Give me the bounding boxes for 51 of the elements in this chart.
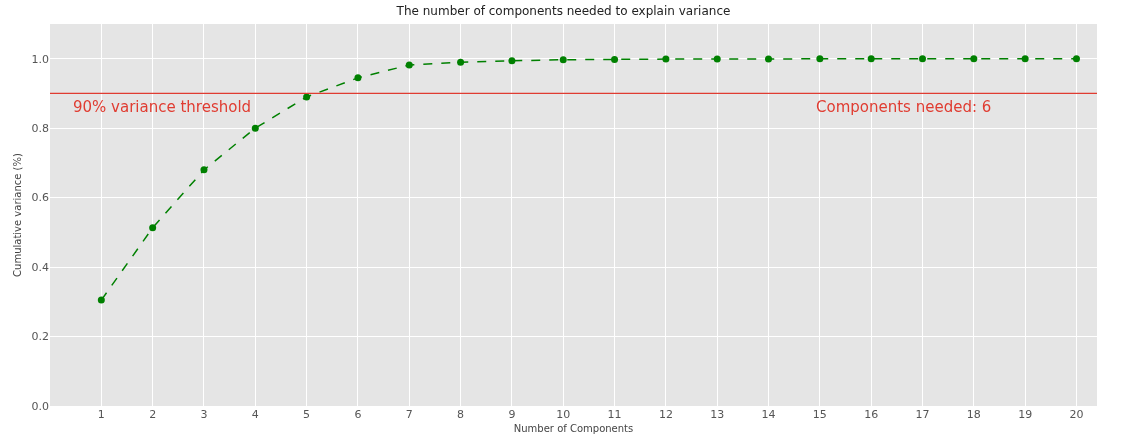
point (559, 56, 567, 64)
chart-title: The number of components needed to explain variance (395, 4, 731, 19)
point (303, 93, 311, 101)
x-tick-label: 19 (1018, 408, 1033, 421)
x-tick-label: 14 (761, 408, 776, 421)
point (354, 74, 362, 82)
x-tick-label: 17 (915, 408, 930, 421)
y-axis-title: Cumulative variance (%) (11, 153, 23, 277)
x-tick-label: 13 (710, 408, 725, 421)
x-tick-label: 6 (354, 408, 362, 421)
x-tick-label: 7 (405, 408, 413, 421)
y-tick-label: 0.6 (31, 191, 49, 205)
point (1021, 55, 1029, 63)
point (611, 55, 619, 63)
annotation: 90% variance threshold (73, 98, 252, 116)
point (816, 55, 824, 63)
x-tick-label: 16 (864, 408, 879, 421)
point (149, 224, 157, 232)
point (200, 166, 208, 174)
x-tick-label: 11 (607, 408, 622, 421)
y-tick-label: 0.4 (31, 260, 49, 274)
point (251, 124, 259, 132)
x-tick-label: 12 (658, 408, 673, 421)
x-tick-label: 2 (149, 408, 157, 421)
point (1072, 55, 1080, 63)
x-tick-label: 18 (966, 408, 981, 421)
annotation: Components needed: 6 (816, 98, 992, 116)
x-tick-label: 4 (251, 408, 259, 421)
point (919, 55, 926, 63)
point (457, 58, 465, 66)
point (867, 55, 875, 63)
point (662, 55, 670, 63)
y-tick-label: 0.2 (31, 330, 49, 344)
point (508, 57, 516, 65)
x-tick-label: 9 (508, 408, 516, 421)
point (970, 55, 978, 63)
point (713, 55, 721, 63)
x-tick-label: 5 (303, 408, 311, 421)
x-tick-label: 20 (1069, 408, 1084, 421)
y-tick-label: 0.0 (31, 399, 49, 413)
y-tick-label: 1.0 (31, 52, 49, 66)
y-tick-label: 0.8 (31, 122, 49, 136)
point (765, 55, 773, 63)
x-tick-label: 8 (457, 408, 465, 421)
point (405, 61, 413, 69)
x-tick-label: 3 (200, 408, 208, 421)
point (97, 296, 105, 304)
x-tick-label: 15 (812, 408, 827, 421)
x-axis-title: Number of Components (513, 422, 634, 434)
x-tick-label: 10 (556, 408, 571, 421)
x-tick-label: 1 (97, 408, 105, 421)
